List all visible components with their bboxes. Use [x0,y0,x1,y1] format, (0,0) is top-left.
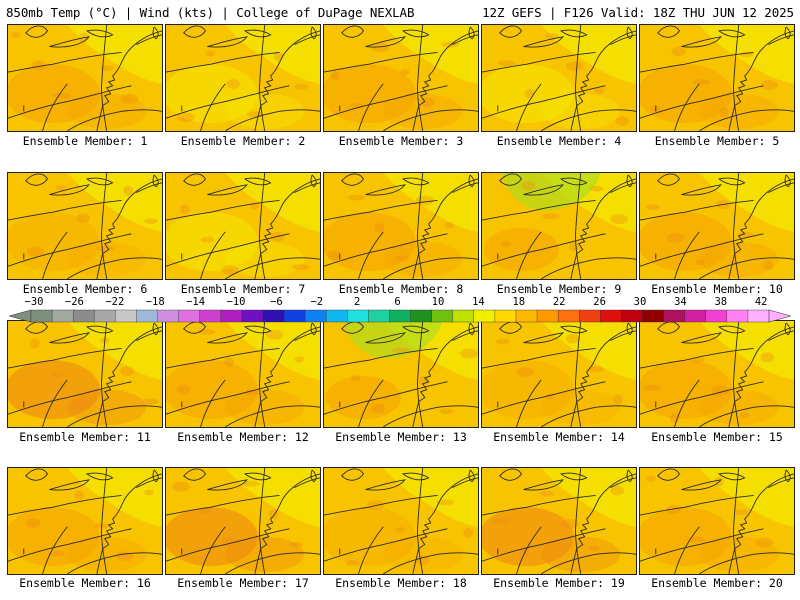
colorbar-tick-label: 34 [674,296,687,308]
colorbar-tick-label: −10 [226,296,246,308]
ensemble-member-label: Ensemble Member: 8 [338,282,464,296]
color-scale-bar [9,309,791,323]
colorbar-segment [494,309,517,323]
colorbar-tick-label: −14 [186,296,206,308]
colorbar-segment [136,309,159,323]
colorbar-segment [726,309,749,323]
ensemble-member-map [639,172,795,280]
colorbar-tick-label: −30 [24,296,44,308]
ensemble-member-label: Ensemble Member: 3 [338,134,464,148]
ensemble-member-label: Ensemble Member: 15 [651,430,783,444]
ensemble-member-label: Ensemble Member: 16 [19,576,151,590]
colorbar-segment [178,309,201,323]
colorbar-segment [347,309,369,323]
colorbar-segment [600,309,622,323]
colorbar-segment [94,309,116,323]
ensemble-member-map [639,24,795,132]
colorbar-tick-label: 42 [754,296,768,308]
ensemble-member-map [323,24,479,132]
ensemble-member-label: Ensemble Member: 14 [493,430,625,444]
colorbar-tick-label: −22 [105,296,125,308]
colorbar-segment [410,309,433,323]
colorbar-segment [72,309,95,323]
colorbar-segment [515,309,538,323]
colorbar-segment [747,309,770,323]
ensemble-member-map [639,320,795,428]
ensemble-member-label: Ensemble Member: 7 [180,282,306,296]
colorbar-tick-label: −18 [145,296,165,308]
colorbar-tick-label: 30 [633,296,647,308]
colorbar-tick-label: 26 [593,296,606,308]
colorbar-segment [283,309,306,323]
ensemble-member-map [7,24,163,132]
ensemble-member-label: Ensemble Member: 5 [654,134,780,148]
ensemble-member-label: Ensemble Member: 4 [496,134,622,148]
colorbar-tick-label: −2 [310,296,324,308]
ensemble-member-label: Ensemble Member: 1 [22,134,148,148]
colorbar-segment [51,309,74,323]
ensemble-member-label: Ensemble Member: 20 [651,576,783,590]
colorbar-segment [684,309,707,323]
ensemble-member-label: Ensemble Member: 9 [496,282,622,296]
ensemble-member-map [165,24,321,132]
ensemble-member-map [481,320,637,428]
ensemble-member-map [481,24,637,132]
title-right: 12Z GEFS | F126 Valid: 18Z THU JUN 12 20… [482,5,794,20]
ensemble-member-map [323,467,479,575]
colorbar-arrow-right [768,309,791,323]
colorbar-segment [157,309,180,323]
colorbar-segment [536,309,559,323]
ensemble-member-map [7,172,163,280]
ensemble-member-label: Ensemble Member: 2 [180,134,306,148]
colorbar-segment [304,309,327,323]
ensemble-member-label: Ensemble Member: 12 [177,430,309,444]
ensemble-member-label: Ensemble Member: 19 [493,576,625,590]
colorbar-segment [452,309,475,323]
ensemble-member-map [323,320,479,428]
colorbar-segment [473,309,496,323]
ensemble-member-map [481,467,637,575]
colorbar-tick-label: −26 [64,296,84,308]
colorbar-segment [199,309,222,323]
ensemble-member-label: Ensemble Member: 11 [19,430,151,444]
colorbar-segment [705,309,728,323]
colorbar-segment [220,309,243,323]
ensemble-member-label: Ensemble Member: 6 [22,282,148,296]
colorbar-segment [326,309,348,323]
colorbar-segment [262,309,285,323]
ensemble-member-label: Ensemble Member: 13 [335,430,467,444]
ensemble-member-map [639,467,795,575]
colorbar-segment [621,309,644,323]
colorbar-tick-label: 22 [552,296,566,308]
ensemble-member-map [165,172,321,280]
colorbar-arrow-left [9,309,32,323]
colorbar-segment [115,309,138,323]
colorbar-segment [557,309,580,323]
ensemble-member-map [165,467,321,575]
colorbar-segment [431,309,454,323]
colorbar-tick-label: −6 [270,296,283,308]
ensemble-member-map [481,172,637,280]
colorbar-tick-label: 10 [431,296,445,308]
colorbar-tick-label: 38 [714,296,728,308]
colorbar-segment [30,309,53,323]
ensemble-member-map [7,320,163,428]
colorbar-tick-label: 6 [394,296,401,308]
colorbar-segment [579,309,601,323]
colorbar-segment [241,309,264,323]
title-left: 850mb Temp (°C) | Wind (kts) | College o… [6,5,415,20]
colorbar-segment [368,309,391,323]
ensemble-member-label: Ensemble Member: 18 [335,576,467,590]
colorbar-tick-label: 14 [472,296,485,308]
colorbar-tick-label: 2 [354,296,361,308]
ensemble-member-map [7,467,163,575]
ensemble-member-map [323,172,479,280]
colorbar-segment [642,309,665,323]
colorbar-tick-label: 18 [512,296,526,308]
colorbar-segment [389,309,412,323]
ensemble-member-map [165,320,321,428]
ensemble-member-label: Ensemble Member: 17 [177,576,309,590]
colorbar-segment [663,309,686,323]
ensemble-member-label: Ensemble Member: 10 [651,282,783,296]
